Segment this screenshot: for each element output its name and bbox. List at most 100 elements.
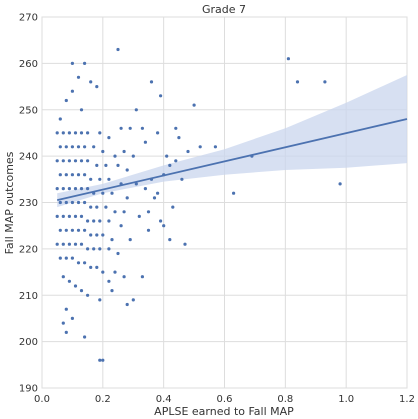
data-point — [83, 61, 87, 65]
data-point — [98, 358, 102, 362]
data-point — [89, 177, 93, 181]
data-point — [192, 103, 196, 107]
data-point — [95, 233, 99, 237]
data-point — [64, 307, 68, 311]
data-point — [58, 256, 62, 260]
data-point — [55, 131, 59, 135]
data-point — [58, 117, 62, 121]
data-point — [174, 159, 178, 163]
data-point — [79, 214, 84, 218]
data-point — [122, 149, 126, 154]
data-point — [107, 279, 111, 283]
data-point — [83, 145, 87, 149]
data-point — [101, 358, 105, 362]
data-point — [104, 163, 108, 167]
data-point — [295, 80, 300, 84]
data-point — [131, 298, 135, 302]
data-point — [177, 136, 181, 140]
data-point — [67, 159, 71, 163]
data-point — [165, 154, 169, 158]
data-point — [98, 177, 102, 181]
data-point — [98, 219, 102, 223]
data-point — [79, 187, 84, 191]
data-point — [58, 228, 62, 232]
data-point — [83, 228, 87, 232]
data-point — [110, 289, 114, 293]
x-tick-label: 0.6 — [217, 394, 233, 405]
data-point — [64, 173, 68, 177]
data-point — [64, 200, 68, 205]
data-point — [86, 187, 90, 191]
data-point — [143, 187, 147, 191]
confidence-band — [57, 75, 407, 208]
data-point — [76, 145, 81, 149]
y-tick-label: 240 — [19, 152, 38, 163]
data-point — [73, 131, 78, 135]
data-point — [79, 159, 84, 163]
data-point — [180, 177, 184, 181]
data-point — [119, 224, 123, 228]
data-point — [101, 191, 105, 195]
y-tick-label: 260 — [19, 59, 38, 70]
data-point — [89, 265, 93, 269]
data-point — [64, 145, 68, 149]
data-point — [107, 136, 111, 140]
tick-labels: 0.0 0.2 0.4 0.6 0.8 1.0 1.2 190 200 210 220 230 240 2… — [19, 13, 415, 406]
data-point — [70, 200, 74, 205]
y-axis-label: Fall MAP outcomes — [3, 151, 16, 254]
x-tick-label: 1.2 — [399, 394, 415, 405]
x-tick-label: 1.0 — [338, 394, 354, 405]
x-tick-label: 0.8 — [277, 394, 293, 405]
regression-line-layer — [57, 118, 408, 202]
data-point — [174, 126, 178, 130]
data-point — [128, 238, 132, 242]
data-point — [92, 219, 96, 223]
data-point — [171, 205, 175, 209]
data-point — [73, 159, 78, 163]
y-tick-label: 270 — [19, 13, 38, 24]
data-point — [89, 233, 93, 237]
data-point — [137, 214, 141, 218]
data-point — [286, 57, 290, 61]
data-point — [140, 275, 144, 279]
data-point — [122, 275, 126, 279]
data-point — [107, 247, 111, 251]
grid — [41, 16, 408, 389]
data-point — [116, 251, 120, 256]
data-point — [70, 256, 74, 260]
data-point — [73, 242, 78, 246]
data-point — [67, 242, 71, 246]
data-point — [70, 228, 74, 232]
data-point — [61, 159, 65, 163]
data-point — [101, 270, 105, 274]
y-tick-label: 230 — [19, 198, 38, 209]
data-point — [76, 228, 81, 232]
data-point — [64, 256, 68, 260]
y-tick-label: 210 — [19, 291, 38, 302]
data-point — [55, 187, 59, 191]
data-point — [61, 321, 65, 325]
data-point — [168, 163, 172, 167]
data-point — [61, 131, 65, 135]
data-point — [70, 145, 74, 149]
y-tick-label: 190 — [19, 384, 38, 395]
data-point — [55, 242, 59, 246]
data-point — [98, 247, 102, 251]
data-point — [55, 159, 59, 163]
data-point — [125, 302, 129, 307]
data-point — [86, 131, 90, 135]
data-point — [116, 163, 120, 167]
data-point — [73, 187, 78, 191]
data-point — [98, 298, 102, 302]
data-point — [198, 145, 202, 149]
x-tick-label: 0.4 — [156, 394, 172, 405]
data-point — [76, 261, 81, 265]
data-point — [73, 214, 78, 218]
data-point — [61, 242, 65, 246]
data-point — [61, 275, 65, 279]
data-point — [83, 173, 87, 177]
data-point — [159, 94, 163, 98]
data-point — [61, 187, 65, 191]
data-point — [67, 131, 71, 135]
